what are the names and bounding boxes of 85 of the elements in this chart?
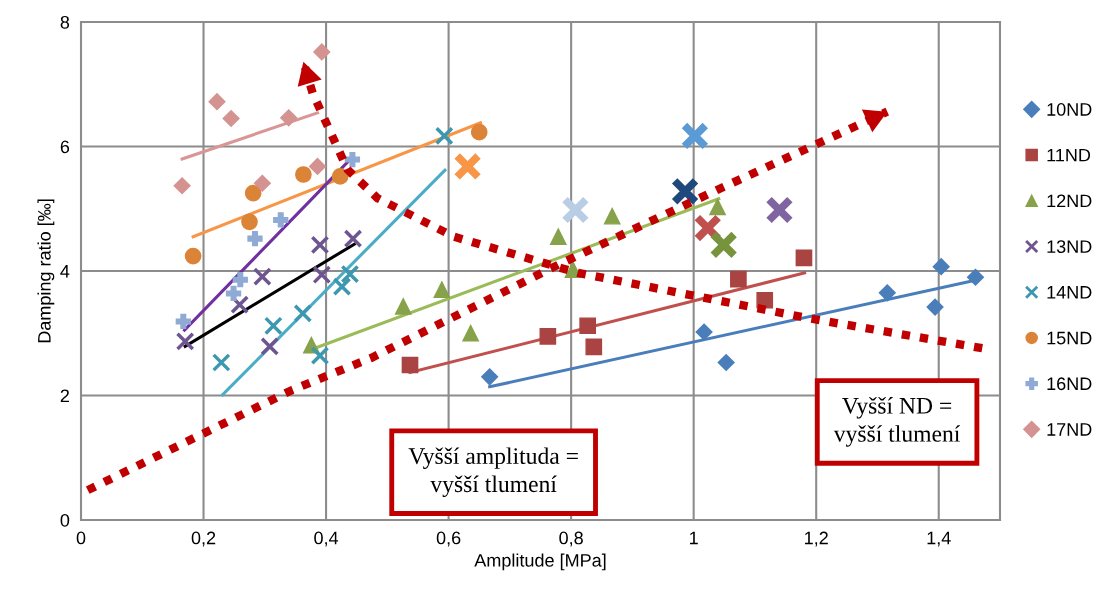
point	[717, 353, 735, 372]
point	[273, 212, 289, 228]
x-tick-label: 0	[76, 531, 86, 545]
point	[241, 213, 258, 231]
point	[603, 207, 621, 225]
point	[260, 336, 280, 356]
point	[585, 338, 603, 356]
point	[470, 123, 488, 141]
y-tick-label: 8	[60, 15, 70, 29]
point	[709, 198, 726, 216]
point	[208, 93, 226, 111]
point	[932, 258, 950, 276]
point	[344, 151, 361, 168]
legend-label: 12ND	[1047, 194, 1092, 208]
x-tick-label: 0,8	[559, 531, 583, 547]
point	[175, 313, 191, 330]
x-tick-label: 0,6	[436, 531, 461, 547]
x-axis-title: Amplitude [MPa]	[474, 553, 606, 571]
point	[670, 177, 700, 206]
point	[308, 157, 327, 175]
point	[310, 235, 330, 255]
legend-label: 13ND	[1047, 240, 1092, 253]
point	[926, 298, 944, 316]
point	[695, 323, 713, 341]
point	[244, 184, 262, 202]
point	[680, 121, 710, 151]
point	[280, 109, 298, 127]
point	[295, 166, 312, 183]
legend-label: 11ND	[1047, 148, 1091, 162]
point	[340, 264, 360, 284]
point	[232, 272, 248, 288]
point	[549, 228, 567, 246]
point	[730, 270, 747, 288]
point	[966, 268, 985, 286]
legend-label: 16ND	[1047, 377, 1092, 391]
point	[756, 291, 774, 309]
point	[211, 353, 231, 372]
x-tick-label: 1,2	[805, 531, 828, 547]
y-tick-label: 0	[60, 513, 70, 527]
annotation: Vyšší amplituda = vyšší tlumení	[408, 447, 578, 497]
x-tick-label: 0,4	[314, 531, 339, 547]
point	[394, 298, 412, 315]
point	[247, 230, 263, 247]
point	[253, 174, 271, 192]
legend-label: 14ND	[1047, 286, 1092, 299]
point	[481, 368, 499, 386]
point	[225, 285, 242, 302]
legend-label: 17ND	[1047, 423, 1092, 436]
point	[313, 43, 331, 61]
annotation: Vyšší ND = vyšší tlumení	[833, 397, 961, 447]
point	[252, 267, 272, 286]
point	[433, 281, 451, 299]
x-tick-label: 1,4	[927, 531, 951, 547]
point	[332, 277, 352, 296]
point	[795, 249, 813, 267]
legend-label: 10ND	[1047, 103, 1092, 116]
legend-label: 15ND	[1047, 331, 1092, 345]
point	[561, 195, 590, 225]
point	[462, 324, 479, 342]
x-tick-label: 0,2	[191, 531, 216, 547]
point	[230, 295, 250, 314]
point	[173, 177, 191, 195]
point	[310, 346, 330, 366]
y-tick-label: 2	[60, 389, 69, 403]
point	[343, 229, 363, 249]
point	[693, 213, 722, 243]
y-axis-title: Damping ratio [‰]	[37, 199, 55, 343]
point	[184, 247, 202, 265]
point	[331, 168, 349, 185]
point	[765, 195, 794, 225]
x-tick-label: 1	[690, 531, 698, 545]
point	[539, 328, 557, 345]
point	[264, 316, 283, 336]
point	[453, 152, 482, 181]
point	[401, 356, 419, 374]
point	[434, 126, 454, 146]
point	[579, 317, 597, 335]
point	[709, 230, 738, 260]
point	[878, 284, 896, 302]
point	[175, 331, 195, 351]
point	[312, 265, 332, 285]
y-tick-label: 6	[60, 140, 70, 154]
point	[222, 109, 240, 128]
point	[293, 303, 313, 323]
y-tick-label: 4	[60, 265, 70, 278]
